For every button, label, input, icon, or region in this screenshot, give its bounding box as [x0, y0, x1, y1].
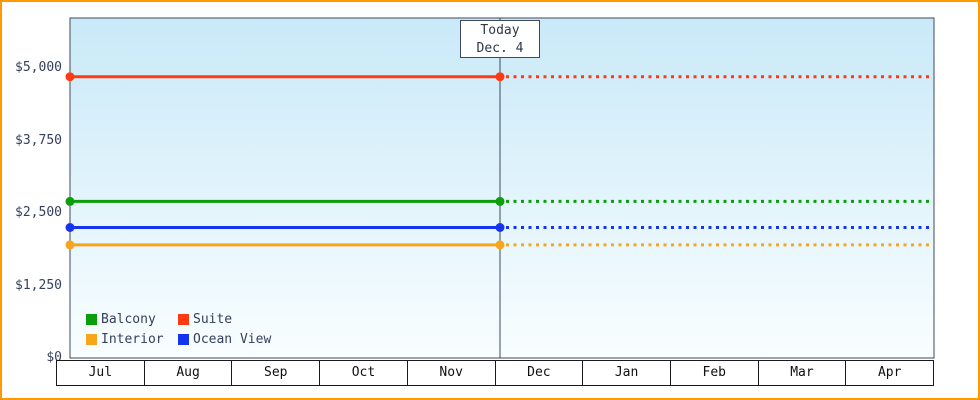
legend-swatch-suite	[178, 314, 189, 325]
legend-item-suite: Suite	[178, 311, 271, 328]
y-axis-label: $3,750	[15, 132, 62, 148]
legend: Balcony Suite Interior Ocean View	[86, 311, 271, 348]
legend-swatch-balcony	[86, 314, 97, 325]
legend-swatch-ocean-view	[178, 334, 189, 345]
legend-item-balcony: Balcony	[86, 311, 178, 328]
x-axis-label-dec: Dec	[494, 360, 584, 386]
y-axis-label: $2,500	[15, 205, 62, 220]
legend-label-suite: Suite	[193, 312, 233, 327]
legend-label-ocean-view: Ocean View	[193, 332, 272, 347]
today-label-box: Today Dec. 4	[460, 20, 540, 58]
x-axis-label-jan: Jan	[582, 360, 671, 386]
y-axis-label: $1,250	[15, 277, 62, 293]
legend-label-interior: Interior	[101, 332, 164, 347]
x-axis-label-aug: Aug	[143, 360, 233, 386]
series-marker-start-balcony	[65, 196, 75, 206]
today-date: Dec. 4	[476, 41, 524, 56]
legend-item-interior: Interior	[86, 331, 178, 348]
plot-area	[69, 17, 935, 359]
x-axis-label-sep: Sep	[231, 360, 321, 386]
series-marker-today-interior	[495, 240, 505, 250]
series-marker-start-ocean-view	[65, 223, 75, 232]
x-axis-label-oct: Oct	[319, 360, 408, 386]
series-marker-start-interior	[65, 240, 75, 250]
series-marker-start-suite	[65, 72, 75, 82]
today-label: Today	[480, 23, 520, 38]
series-marker-today-suite	[495, 72, 505, 82]
x-axis-label-apr: Apr	[845, 360, 935, 386]
legend-label-balcony: Balcony	[101, 312, 156, 327]
y-axis-label: $5,000	[15, 60, 62, 75]
series-marker-today-ocean-view	[495, 223, 505, 232]
legend-swatch-interior	[86, 334, 97, 345]
legend-item-ocean-view: Ocean View	[178, 331, 271, 348]
x-axis-label-feb: Feb	[669, 360, 759, 386]
x-axis-month-row: Jul Aug Sep Oct Nov Dec Jan Feb Mar Apr	[56, 360, 935, 386]
x-axis-label-mar: Mar	[757, 360, 847, 386]
y-axis-label: $0	[46, 350, 62, 365]
x-axis-label-nov: Nov	[406, 360, 496, 386]
x-axis-label-jul: Jul	[56, 360, 145, 386]
series-marker-today-balcony	[495, 196, 505, 206]
